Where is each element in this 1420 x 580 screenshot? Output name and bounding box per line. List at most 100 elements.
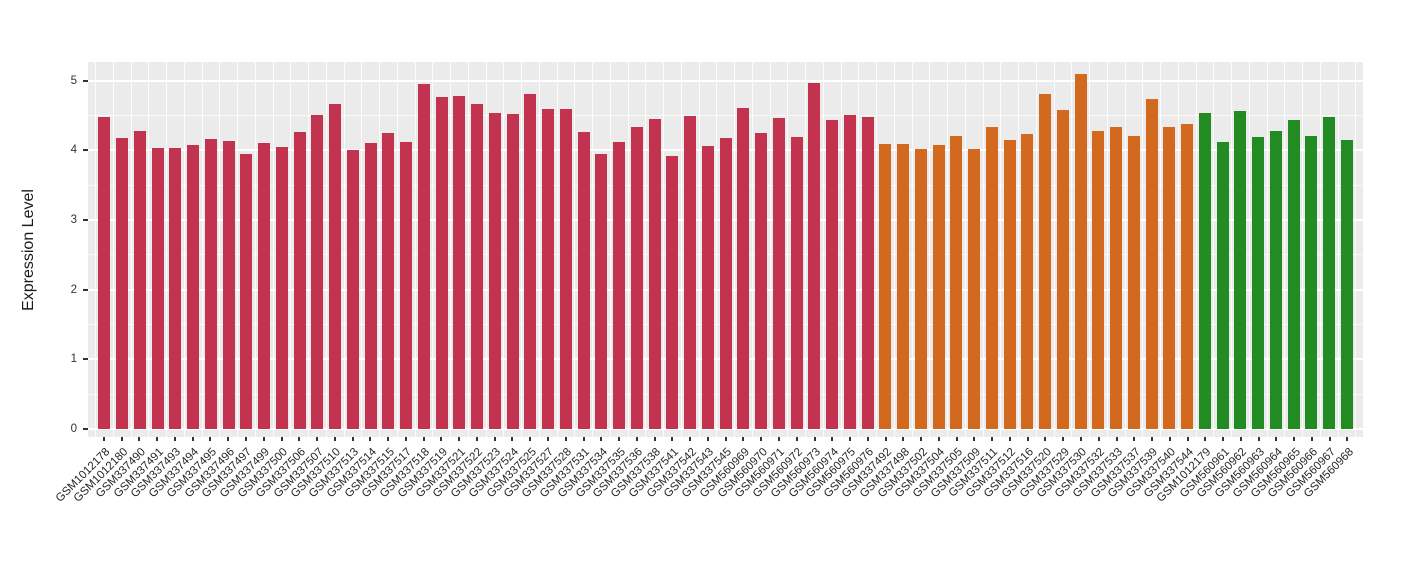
x-tick-slot (966, 437, 984, 442)
bar-slot (629, 62, 647, 437)
x-tick-slot (521, 437, 539, 442)
bar (826, 120, 839, 429)
y-tick-label: 0 (70, 423, 77, 435)
x-tick-mark (653, 437, 656, 441)
x-tick-slot (1143, 437, 1161, 442)
major-gridline (88, 428, 1363, 430)
bar-slot (1090, 62, 1108, 437)
bar (346, 149, 359, 429)
major-gridline (88, 79, 1363, 82)
bar-slot (1001, 62, 1019, 437)
bar-slot (753, 62, 771, 437)
bar (630, 126, 643, 429)
bar-slot (1108, 62, 1126, 437)
y-tick-label: 1 (70, 353, 77, 366)
bar-slot (309, 62, 327, 437)
x-tick-slot (450, 437, 468, 442)
x-tick-mark (1151, 437, 1154, 441)
x-tick-slot (1232, 437, 1250, 442)
x-tick-mark (227, 437, 230, 441)
x-tick-mark (511, 437, 514, 441)
x-tick-mark (120, 437, 123, 441)
x-tick-mark (760, 437, 763, 441)
bar (1092, 131, 1105, 429)
y-tick-mark (83, 358, 88, 361)
bar-slot (717, 62, 735, 437)
x-tick-slot (1196, 437, 1214, 442)
bar (400, 141, 413, 429)
x-tick-slot (1285, 437, 1303, 442)
bar (1021, 134, 1034, 429)
x-tick-slot (930, 437, 948, 442)
bar (116, 137, 129, 429)
bar (258, 143, 271, 429)
bar-slot (948, 62, 966, 437)
bar-slot (1303, 62, 1321, 437)
x-tick-mark (351, 437, 354, 441)
bar (435, 97, 448, 429)
bar (1340, 140, 1353, 429)
bar (293, 132, 306, 429)
bar (968, 148, 981, 429)
x-tick-mark (1222, 437, 1225, 441)
y-tick-mark (83, 428, 88, 430)
x-tick-mark (209, 437, 212, 441)
x-tick-slot (610, 437, 628, 442)
bar-slot (842, 62, 860, 437)
bar (719, 137, 732, 429)
x-tick-slot (1339, 437, 1357, 442)
x-tick-slot (770, 437, 788, 442)
y-axis-tick-marks (82, 62, 88, 437)
x-tick-mark (742, 437, 745, 441)
x-tick-slot (148, 437, 166, 442)
y-tick-mark (83, 218, 88, 221)
bar (382, 132, 395, 429)
bar (329, 103, 342, 429)
x-tick-mark (1293, 437, 1296, 441)
x-tick-slot (1268, 437, 1286, 442)
bar-slot (504, 62, 522, 437)
bar-slot (487, 62, 505, 437)
bar-slot (362, 62, 380, 437)
x-tick-slot (344, 437, 362, 442)
x-tick-slot (290, 437, 308, 442)
x-tick-slot (202, 437, 220, 442)
bar-slot (398, 62, 416, 437)
bar-slot (593, 62, 611, 437)
bar-slot (664, 62, 682, 437)
x-tick-slot (1179, 437, 1197, 442)
x-tick-slot (735, 437, 753, 442)
bar (1056, 109, 1069, 429)
bar-slot (1072, 62, 1090, 437)
x-tick-mark (795, 437, 798, 441)
bar-slot (611, 62, 629, 437)
bar-slot (327, 62, 345, 437)
bar-slot (824, 62, 842, 437)
x-tick-mark (1328, 437, 1331, 441)
bar (364, 143, 377, 429)
bar-slot (1250, 62, 1268, 437)
x-tick-mark (245, 437, 247, 441)
x-tick-mark (1026, 437, 1029, 441)
x-tick-mark (191, 437, 194, 441)
bar (701, 146, 714, 429)
bar-slot (132, 62, 150, 437)
x-tick-mark (404, 437, 407, 441)
bar (1198, 112, 1211, 429)
x-tick-slot (1090, 437, 1108, 442)
y-tick-mark (83, 149, 88, 152)
bar (1145, 98, 1158, 429)
bar-slot (1214, 62, 1232, 437)
x-tick-mark (1115, 437, 1118, 441)
bar-slot (1037, 62, 1055, 437)
bar-slot (416, 62, 434, 437)
bar (648, 118, 661, 429)
bar (471, 103, 484, 429)
bar-slot (1055, 62, 1073, 437)
x-tick-slot (326, 437, 344, 442)
x-tick-mark (582, 437, 585, 441)
bar (311, 114, 324, 429)
bar-slot (149, 62, 167, 437)
minor-gridline (88, 114, 1363, 116)
